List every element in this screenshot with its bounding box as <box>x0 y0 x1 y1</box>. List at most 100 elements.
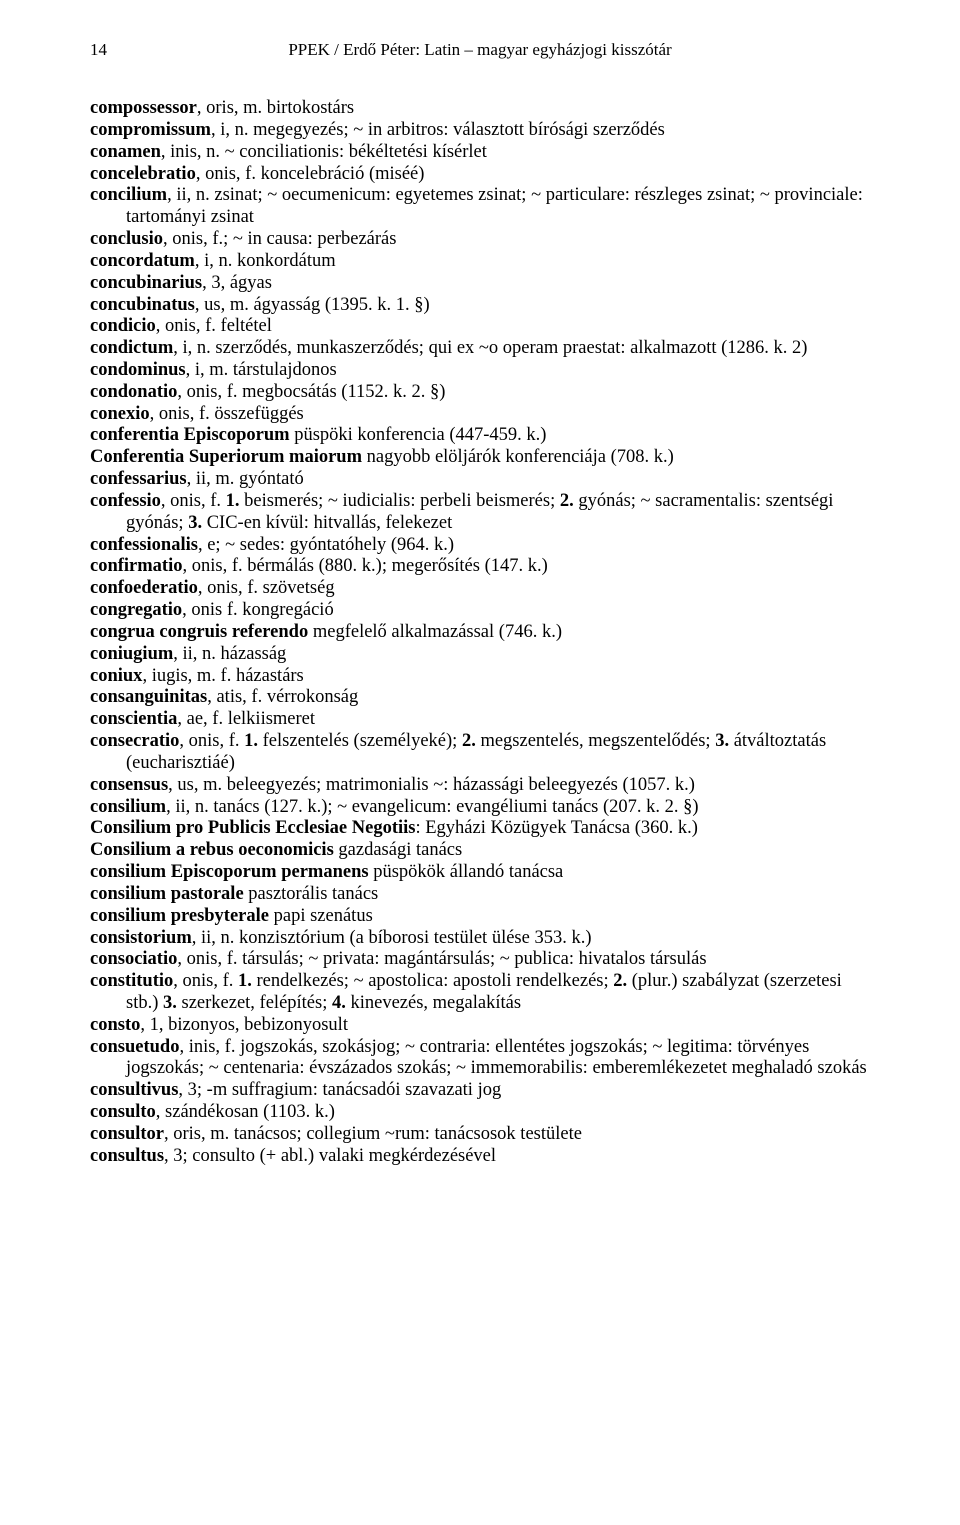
entry-term: 2. <box>613 971 627 991</box>
dictionary-entry: confoederatio, onis, f. szövetség <box>90 578 870 600</box>
dictionary-entry: confessio, onis, f. 1. beismerés; ~ iudi… <box>90 491 870 535</box>
entry-term: consecratio <box>90 731 179 751</box>
entry-term: conexio <box>90 404 150 424</box>
entry-term: consulto <box>90 1102 156 1122</box>
entry-term: consistorium <box>90 928 192 948</box>
dictionary-entry: concubinarius, 3, ágyas <box>90 273 870 295</box>
dictionary-entry: coniugium, ii, n. házasság <box>90 644 870 666</box>
page-number: 14 <box>90 40 140 60</box>
entry-term: 3. <box>163 993 177 1013</box>
entry-term: condictum <box>90 338 173 358</box>
dictionary-entry: condominus, i, m. társtulajdonos <box>90 360 870 382</box>
dictionary-entry: confessarius, ii, m. gyóntató <box>90 469 870 491</box>
dictionary-entries: compossessor, oris, m. birtokostárscompr… <box>90 98 870 1168</box>
entry-term: conamen <box>90 142 161 162</box>
dictionary-entry: confirmatio, onis, f. bérmálás (880. k.)… <box>90 556 870 578</box>
entry-term: conclusio <box>90 229 163 249</box>
dictionary-entry: consilium Episcoporum permanens püspökök… <box>90 862 870 884</box>
dictionary-entry: constitutio, onis, f. 1. rendelkezés; ~ … <box>90 971 870 1015</box>
dictionary-entry: conexio, onis, f. összefüggés <box>90 404 870 426</box>
dictionary-entry: congregatio, onis f. kongregáció <box>90 600 870 622</box>
dictionary-entry: compromissum, i, n. megegyezés; ~ in arb… <box>90 120 870 142</box>
dictionary-entry: consultor, oris, m. tanácsos; collegium … <box>90 1124 870 1146</box>
entry-term: confessio <box>90 491 161 511</box>
entry-term: coniugium <box>90 644 173 664</box>
entry-term: 1. <box>238 971 252 991</box>
entry-term: condicio <box>90 316 156 336</box>
dictionary-entry: consilium pastorale pasztorális tanács <box>90 884 870 906</box>
dictionary-entry: concelebratio, onis, f. koncelebráció (m… <box>90 164 870 186</box>
entry-term: congregatio <box>90 600 182 620</box>
dictionary-entry: consociatio, onis, f. társulás; ~ privat… <box>90 949 870 971</box>
running-title: PPEK / Erdő Péter: Latin – magyar egyház… <box>140 40 820 60</box>
entry-term: confessionalis <box>90 535 198 555</box>
dictionary-entry: Consilium a rebus oeconomicis gazdasági … <box>90 840 870 862</box>
entry-term: consensus <box>90 775 168 795</box>
dictionary-entry: conferentia Episcoporum püspöki konferen… <box>90 425 870 447</box>
dictionary-entry: conamen, inis, n. ~ conciliationis: béké… <box>90 142 870 164</box>
entry-term: consto <box>90 1015 140 1035</box>
page-header: 14 PPEK / Erdő Péter: Latin – magyar egy… <box>90 40 870 60</box>
entry-term: 2. <box>560 491 574 511</box>
dictionary-entry: consulto, szándékosan (1103. k.) <box>90 1102 870 1124</box>
entry-term: consilium <box>90 797 166 817</box>
dictionary-entry: compossessor, oris, m. birtokostárs <box>90 98 870 120</box>
entry-term: concordatum <box>90 251 195 271</box>
entry-term: compossessor <box>90 98 197 118</box>
entry-term: Conferentia Superiorum maiorum <box>90 447 362 467</box>
dictionary-entry: consanguinitas, atis, f. vérrokonság <box>90 687 870 709</box>
entry-term: confessarius <box>90 469 187 489</box>
document-page: 14 PPEK / Erdő Péter: Latin – magyar egy… <box>0 0 960 1525</box>
dictionary-entry: consilium, ii, n. tanács (127. k.); ~ ev… <box>90 797 870 819</box>
dictionary-entry: concubinatus, us, m. ágyasság (1395. k. … <box>90 295 870 317</box>
dictionary-entry: conclusio, onis, f.; ~ in causa: perbezá… <box>90 229 870 251</box>
dictionary-entry: Consilium pro Publicis Ecclesiae Negotii… <box>90 818 870 840</box>
entry-term: 4. <box>332 993 346 1013</box>
entry-term: consilium presbyterale <box>90 906 269 926</box>
entry-term: consilium Episcoporum permanens <box>90 862 369 882</box>
dictionary-entry: consensus, us, m. beleegyezés; matrimoni… <box>90 775 870 797</box>
entry-term: consultor <box>90 1124 164 1144</box>
entry-term: concilium <box>90 185 167 205</box>
entry-term: 3. <box>715 731 729 751</box>
entry-term: Consilium pro Publicis Ecclesiae Negotii… <box>90 818 415 838</box>
entry-term: 1. <box>244 731 258 751</box>
dictionary-entry: congrua congruis referendo megfelelő alk… <box>90 622 870 644</box>
dictionary-entry: condicio, onis, f. feltétel <box>90 316 870 338</box>
dictionary-entry: consistorium, ii, n. konzisztórium (a bí… <box>90 928 870 950</box>
dictionary-entry: consilium presbyterale papi szenátus <box>90 906 870 928</box>
header-spacer <box>820 40 870 60</box>
entry-term: coniux <box>90 666 142 686</box>
entry-term: 2. <box>462 731 476 751</box>
entry-term: conferentia Episcoporum <box>90 425 290 445</box>
dictionary-entry: concilium, ii, n. zsinat; ~ oecumenicum:… <box>90 185 870 229</box>
dictionary-entry: coniux, iugis, m. f. házastárs <box>90 666 870 688</box>
dictionary-entry: consultus, 3; consulto (+ abl.) valaki m… <box>90 1146 870 1168</box>
dictionary-entry: consto, 1, bizonyos, bebizonyosult <box>90 1015 870 1037</box>
entry-term: confirmatio <box>90 556 182 576</box>
entry-term: consuetudo <box>90 1037 179 1057</box>
dictionary-entry: confessionalis, e; ~ sedes: gyóntatóhely… <box>90 535 870 557</box>
dictionary-entry: condictum, i, n. szerződés, munkaszerződ… <box>90 338 870 360</box>
entry-term: congrua congruis referendo <box>90 622 308 642</box>
entry-term: conscientia <box>90 709 177 729</box>
entry-term: compromissum <box>90 120 211 140</box>
entry-term: consultivus <box>90 1080 178 1100</box>
entry-term: 1. <box>226 491 240 511</box>
entry-term: condonatio <box>90 382 177 402</box>
entry-term: consultus <box>90 1146 164 1166</box>
entry-term: 3. <box>188 513 202 533</box>
entry-term: concelebratio <box>90 164 196 184</box>
entry-term: consilium pastorale <box>90 884 244 904</box>
entry-term: concubinatus <box>90 295 195 315</box>
entry-term: condominus <box>90 360 186 380</box>
dictionary-entry: concordatum, i, n. konkordátum <box>90 251 870 273</box>
dictionary-entry: consuetudo, inis, f. jogszokás, szokásjo… <box>90 1037 870 1081</box>
dictionary-entry: consecratio, onis, f. 1. felszentelés (s… <box>90 731 870 775</box>
entry-term: confoederatio <box>90 578 198 598</box>
entry-term: constitutio <box>90 971 173 991</box>
entry-term: concubinarius <box>90 273 202 293</box>
dictionary-entry: consultivus, 3; -m suffragium: tanácsadó… <box>90 1080 870 1102</box>
dictionary-entry: condonatio, onis, f. megbocsátás (1152. … <box>90 382 870 404</box>
dictionary-entry: Conferentia Superiorum maiorum nagyobb e… <box>90 447 870 469</box>
